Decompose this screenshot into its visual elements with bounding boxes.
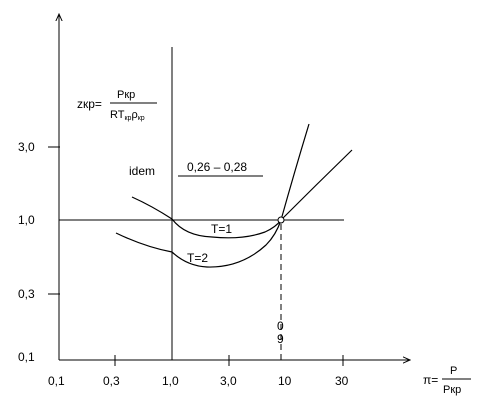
idem-label: idem (129, 164, 155, 178)
y-axis-label-left: zкр= (77, 97, 102, 111)
x-tick-label-30: 30 (335, 374, 349, 388)
x-axis-label: π= P Pкр (423, 365, 471, 396)
x-axis-label-numerator: P (450, 365, 457, 377)
x-tick-label-1: 1,0 (162, 374, 179, 388)
x-tick-label-3: 3,0 (220, 374, 237, 388)
y-tick-label-1: 1,0 (18, 213, 35, 227)
curve-t1-label: T=1 (211, 222, 232, 236)
curve-t2-label: T=2 (187, 251, 208, 265)
x-axis-label-denominator: Pкр (443, 384, 461, 396)
vertical-label-top: 0 (277, 319, 284, 333)
curve-t2 (115, 149, 353, 268)
y-axis-label-denominator-sub2: кр (138, 115, 145, 122)
critical-point-marker (277, 216, 285, 224)
y-axis-label-denominator-rho: ρ (131, 109, 137, 121)
x-tick-label-01: 0,1 (48, 374, 65, 388)
y-axis-label: zкр= Pкр RTкрρкр (77, 89, 157, 122)
y-tick-label-03: 0,3 (18, 287, 35, 301)
x-axis-label-prefix: π= (423, 373, 438, 387)
x-tick-label-03: 0,3 (103, 374, 120, 388)
vertical-label-bottom: 9 (277, 332, 284, 346)
x-tick-label-10: 10 (278, 374, 292, 388)
y-axis-label-denominator-sub1: кр (124, 115, 131, 122)
y-tick-label-3: 3,0 (18, 140, 35, 154)
y-tick-label-01: 0,1 (18, 350, 35, 364)
y-axis-label-denominator-main: RT (110, 109, 125, 121)
y-axis-label-numerator: Pкр (117, 89, 135, 101)
curve-t1 (131, 123, 310, 239)
range-label: 0,26 – 0,28 (187, 160, 247, 174)
y-axis-label-denominator: RTкрρкр (110, 109, 145, 122)
